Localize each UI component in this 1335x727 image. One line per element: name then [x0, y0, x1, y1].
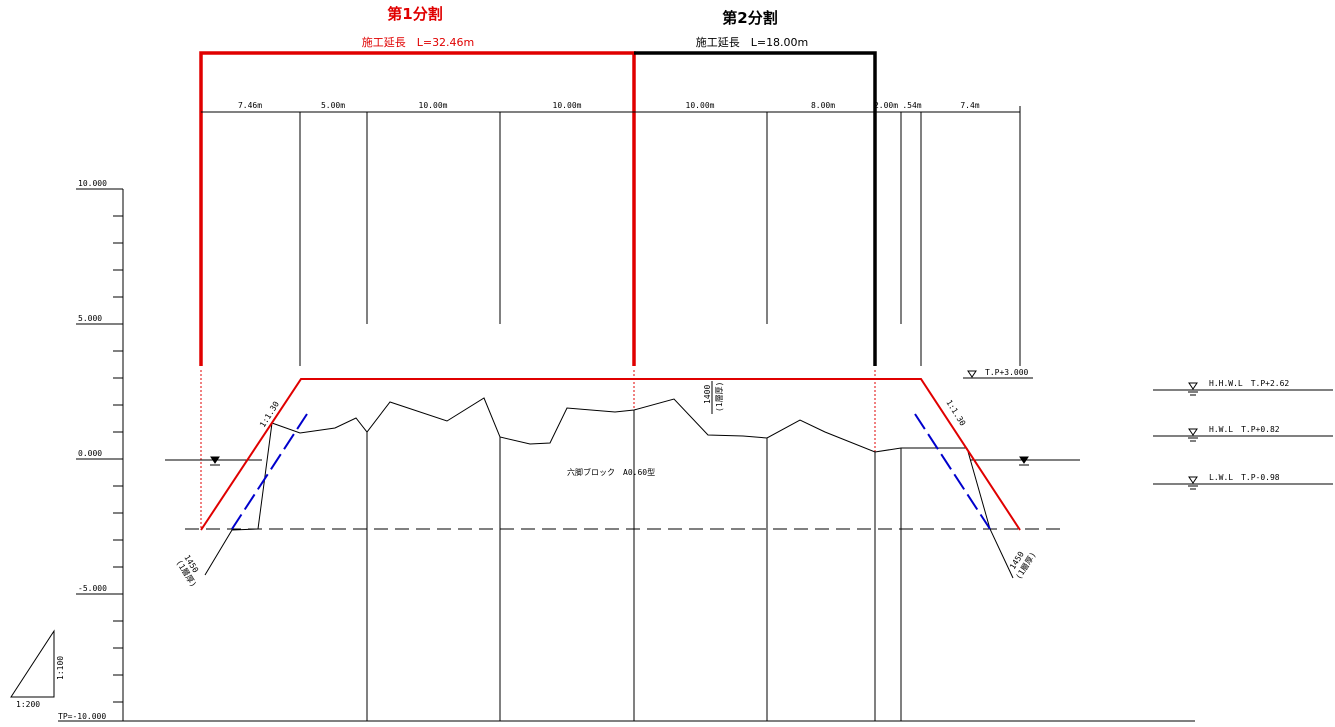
segment-1-title: 第1分割 [387, 5, 442, 23]
crown-level-marker [963, 370, 1033, 379]
elevation-label: 10.000 [78, 179, 107, 188]
dimension-label: 10.00m [686, 101, 715, 110]
existing-ground-profile [271, 397, 967, 453]
dimension-label: 7.46m [238, 101, 262, 110]
dimension-label: 5.00m [321, 101, 345, 110]
dimension-label: 7.4m [960, 101, 979, 110]
dimension-label: 10.00m [419, 101, 448, 110]
dimension-line [201, 106, 1021, 366]
elevation-label: 0.000 [78, 449, 102, 458]
dimension-label: .54m [902, 101, 921, 110]
thickness-value: 1400 [703, 385, 712, 404]
elevation-label: 5.000 [78, 314, 102, 323]
elevation-label: -5.000 [78, 584, 107, 593]
segment-2-bracket [634, 51, 877, 366]
elevation-label: TP=-10.000 [58, 712, 106, 721]
water-level-legend [1153, 382, 1333, 490]
right-toe-profile [966, 447, 1014, 579]
construction-outline [200, 378, 1021, 531]
thickness-note: (1層厚) [715, 382, 724, 412]
block-label: 六脚ブロック A0.60型 [567, 467, 655, 477]
segment-1-length: 施工延長 L=32.46m [362, 36, 475, 49]
dimension-label: 10.00m [553, 101, 582, 110]
scale-triangle [10, 629, 55, 698]
segment-projection-lines [200, 370, 876, 530]
lwl-label: L.W.L T.P-0.98 [1209, 473, 1280, 482]
segment-2-length: 施工延長 L=18.00m [696, 36, 809, 49]
section-lines [366, 410, 902, 721]
hwl-label: H.W.L T.P+0.82 [1209, 425, 1280, 434]
dimension-label: 8.00m [811, 101, 835, 110]
segment-1-bracket [199, 51, 636, 366]
slope-label: 1:1.30 [944, 398, 967, 427]
water-level-icon [210, 456, 1029, 466]
vertical-scale-label: 1:100 [56, 656, 65, 680]
horizontal-scale-label: 1:200 [16, 700, 40, 709]
elevation-axis [58, 188, 1195, 722]
segment-2-title: 第2分割 [722, 9, 777, 27]
crown-level-label: T.P+3.000 [985, 368, 1029, 377]
dimension-label: 2.00m [874, 101, 898, 110]
hhwl-label: H.H.W.L T.P+2.62 [1209, 379, 1289, 388]
left-toe-profile [204, 422, 273, 576]
